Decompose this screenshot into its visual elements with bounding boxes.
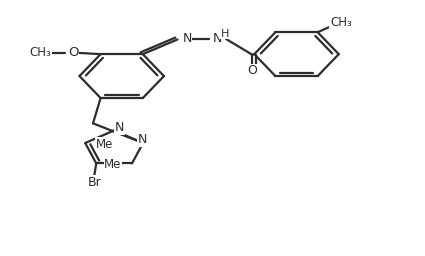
Text: CH₃: CH₃	[330, 16, 352, 29]
Text: O: O	[247, 64, 257, 77]
Text: H: H	[221, 29, 230, 39]
Text: O: O	[68, 46, 79, 59]
Text: N: N	[115, 121, 124, 134]
Text: Me: Me	[104, 158, 122, 171]
Text: N: N	[138, 133, 147, 146]
Text: Me: Me	[96, 138, 113, 151]
Text: Br: Br	[87, 176, 101, 189]
Text: N: N	[182, 33, 192, 46]
Text: CH₃: CH₃	[29, 46, 51, 59]
Text: N: N	[213, 33, 222, 46]
